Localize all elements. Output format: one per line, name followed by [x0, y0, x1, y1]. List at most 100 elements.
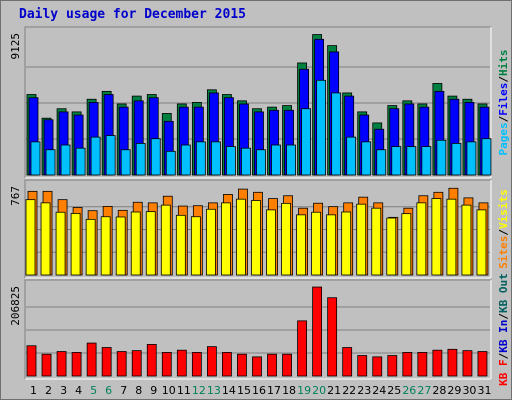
x-tick-label-day-17: 17: [267, 384, 281, 397]
pages-bar-day-26: [406, 146, 417, 176]
pages-bar-day-21: [331, 92, 342, 176]
pages-bar-day-18: [286, 144, 296, 176]
kbf-bar-day-24: [372, 356, 383, 377]
hits-legend-item-2: /: [497, 115, 510, 122]
kbf-bar-day-8: [131, 350, 142, 377]
x-tick-label-day-18: 18: [282, 384, 296, 397]
visits-bar-day-29: [446, 198, 457, 276]
kbf-bar-day-25: [387, 355, 398, 377]
x-tick-label-day-16: 16: [252, 384, 266, 397]
visits-bar-day-7: [115, 216, 126, 276]
visits-bar-day-23: [356, 203, 367, 276]
x-tick-label-day-21: 21: [327, 384, 341, 397]
visits-bar-day-18: [281, 202, 291, 276]
pages-bar-day-28: [436, 139, 447, 176]
visits-bar-day-21: [326, 214, 337, 276]
kbf-bar-day-31: [477, 351, 488, 377]
pages-bar-day-6: [105, 135, 116, 176]
kbf-bar-day-7: [116, 351, 127, 377]
x-tick-label-day-29: 29: [447, 384, 461, 397]
pages-bar-day-27: [421, 146, 432, 176]
x-tick-label-day-7: 7: [120, 384, 127, 397]
x-tick-label-day-5: 5: [90, 384, 97, 397]
x-tick-label-day-13: 13: [207, 384, 221, 397]
pages-bar-day-10: [165, 150, 176, 176]
pages-bar-day-19: [301, 108, 311, 176]
x-tick-label-day-14: 14: [222, 384, 236, 397]
kb-legend-item-4: /: [497, 313, 510, 320]
visits-bar-day-3: [55, 211, 66, 276]
visits-bar-day-15: [236, 198, 246, 276]
kbf-bar-day-27: [417, 352, 428, 377]
kbf-bar-day-9: [146, 344, 157, 377]
kbf-bar-day-12: [191, 352, 202, 377]
pages-bar-day-2: [45, 149, 56, 176]
kb-legend-item-3: KB In: [497, 320, 510, 353]
x-tick-label-day-30: 30: [462, 384, 476, 397]
x-tick-label-day-1: 1: [30, 384, 37, 397]
kb-legend-item-5: KB Out: [497, 273, 510, 313]
visits-bar-day-30: [461, 204, 472, 276]
visits-bar-day-24: [371, 207, 382, 276]
pages-bar-day-7: [120, 149, 131, 176]
visits-bar-day-25: [386, 217, 397, 276]
pages-bar-day-3: [60, 144, 71, 176]
visits-bar-day-9: [145, 211, 156, 276]
kbf-bar-day-17: [267, 353, 277, 377]
visits-bar-day-16: [251, 200, 261, 276]
pages-bar-day-31: [481, 138, 492, 176]
visits-legend-item-3: Visits: [497, 189, 510, 229]
x-tick-label-day-4: 4: [75, 384, 82, 397]
x-tick-label-day-19: 19: [297, 384, 311, 397]
visits-bar-day-20: [311, 211, 322, 276]
x-tick-label-day-20: 20: [312, 384, 326, 397]
pages-bar-day-17: [271, 144, 281, 176]
kbf-bar-day-1: [26, 345, 37, 377]
kbf-bar-day-19: [297, 320, 307, 377]
kbf-bar-day-6: [101, 347, 112, 377]
visits-axis-max-label: 767: [9, 186, 22, 206]
kbf-bar-day-30: [462, 350, 473, 377]
visits-bar-day-26: [401, 213, 412, 276]
x-tick-label-day-27: 27: [417, 384, 431, 397]
visits-bar-day-31: [476, 209, 487, 276]
visits-bar-day-27: [416, 202, 427, 276]
kbf-bar-day-26: [402, 352, 413, 377]
visits-bar-day-17: [266, 209, 276, 276]
pages-bar-day-12: [195, 141, 206, 176]
x-tick-label-day-2: 2: [45, 384, 52, 397]
x-tick-label-day-10: 10: [162, 384, 176, 397]
visits-bar-day-14: [221, 202, 231, 276]
visits-bar-day-13: [205, 208, 216, 276]
x-tick-label-day-25: 25: [387, 384, 401, 397]
kb-legend-item-1: KB F: [497, 359, 510, 386]
x-tick-label-day-22: 22: [342, 384, 356, 397]
x-tick-label-day-3: 3: [60, 384, 67, 397]
x-tick-label-day-28: 28: [432, 384, 446, 397]
visits-bar-day-19: [296, 214, 306, 276]
hits-legend: Pages/Files/Hits: [497, 50, 510, 156]
pages-bar-day-4: [75, 147, 86, 176]
kbf-bar-day-29: [447, 348, 458, 377]
kb-legend: KB F/KB In/KB Out: [497, 273, 510, 386]
hits-legend-item-4: /: [497, 76, 510, 83]
visits-legend-item-1: Sites: [497, 236, 510, 269]
pages-bar-day-8: [135, 143, 146, 176]
x-tick-label-day-26: 26: [402, 384, 416, 397]
x-tick-label-day-12: 12: [192, 384, 206, 397]
kbf-bar-day-23: [357, 355, 368, 377]
visits-bar-day-8: [130, 211, 141, 276]
kbf-bar-day-11: [176, 349, 187, 377]
visits-legend-item-2: /: [497, 229, 510, 236]
pages-bar-day-23: [361, 141, 372, 176]
kbf-bar-day-10: [161, 352, 172, 377]
hits-legend-item-5: Hits: [497, 50, 510, 77]
visits-bar-day-2: [40, 202, 51, 276]
kbf-bar-day-22: [342, 347, 353, 377]
x-tick-label-day-8: 8: [135, 384, 142, 397]
kbf-bar-day-15: [237, 353, 247, 377]
pages-bar-day-22: [346, 136, 357, 176]
pages-bar-day-30: [466, 141, 477, 176]
